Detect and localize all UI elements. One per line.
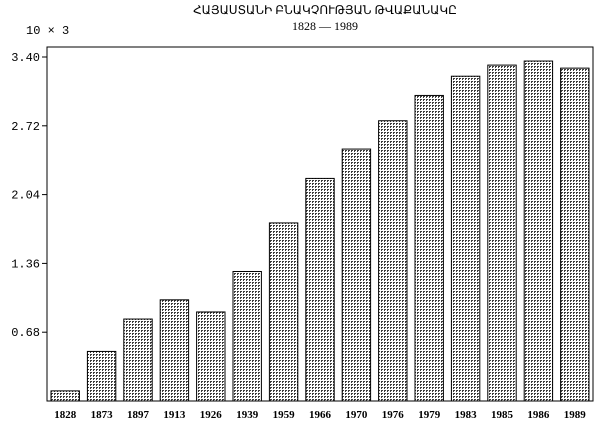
x-axis: 1828 1873 1897 1913 1926 1939 1959 1966 1970 1976… [54, 409, 586, 421]
unit-label: 10 × 3 [26, 24, 69, 38]
bar-1989 [560, 67, 590, 402]
x-tick-label: 1979 [418, 409, 441, 421]
x-tick-label: 1959 [273, 409, 296, 421]
bar-1939 [232, 270, 262, 402]
y-tick-label: 0.68 [11, 326, 40, 340]
x-tick-label: 1970 [345, 409, 368, 421]
x-tick-label: 1985 [491, 409, 514, 421]
x-tick-label: 1989 [564, 409, 587, 421]
chart-title: ՀԱՅԱՍՏԱՆԻ ԲՆԱԿՉՈՒԹՅԱՆ ԹՎԱՔԱՆԱԿԸ [193, 3, 457, 17]
bar-1913 [159, 299, 190, 402]
bar-1985 [487, 64, 517, 402]
bar-1873 [86, 350, 117, 402]
x-tick-label: 1897 [127, 409, 150, 421]
x-tick-label: 1939 [236, 409, 259, 421]
x-tick-label: 1926 [200, 409, 223, 421]
bar-1966 [305, 177, 335, 402]
bar-1979 [414, 94, 444, 402]
bar-1959 [268, 222, 299, 402]
bar-1926 [196, 311, 226, 402]
bar-1986 [523, 60, 554, 402]
x-tick-label: 1913 [163, 409, 186, 421]
bar-1897 [123, 318, 153, 402]
y-tick-label: 3.40 [11, 51, 40, 65]
x-tick-label: 1983 [455, 409, 478, 421]
x-tick-label: 1966 [309, 409, 332, 421]
x-tick-label: 1828 [54, 409, 77, 421]
x-tick-label: 1873 [91, 409, 114, 421]
y-tick-label: 2.04 [11, 189, 40, 203]
bars-group [50, 60, 590, 402]
y-tick-label: 1.36 [11, 257, 40, 271]
x-tick-label: 1976 [382, 409, 405, 421]
bar-1970 [341, 148, 372, 402]
bar-1976 [378, 120, 408, 402]
y-tick-label: 2.72 [11, 120, 40, 134]
y-axis: 0.68 1.36 2.04 2.72 3.40 [11, 51, 47, 340]
bar-1828 [50, 390, 80, 402]
bar-1983 [450, 75, 481, 402]
x-tick-label: 1986 [527, 409, 550, 421]
chart-subtitle: 1828 — 1989 [292, 19, 358, 33]
